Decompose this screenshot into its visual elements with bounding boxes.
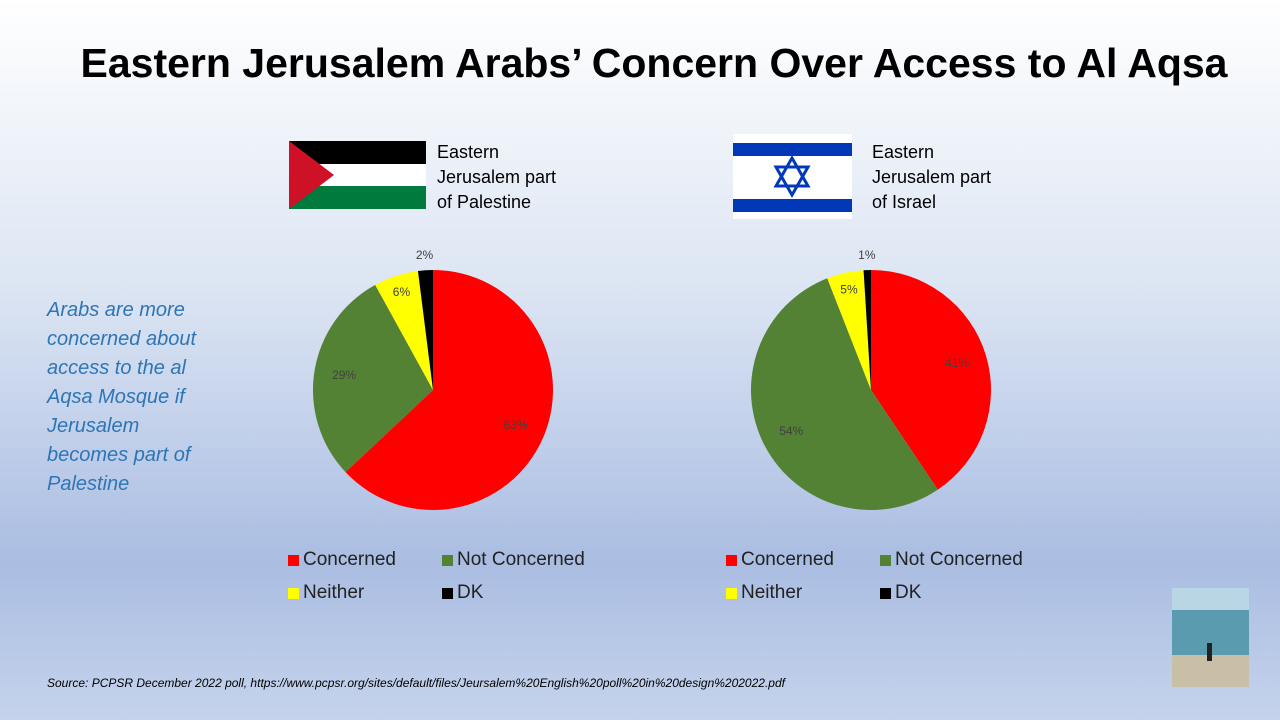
legend-swatch: [442, 588, 453, 599]
data-label: 6%: [393, 285, 411, 299]
legend-label: Neither: [741, 582, 803, 603]
legend-item: Concerned: [288, 549, 396, 571]
legend-swatch: [880, 588, 891, 599]
legend-label: Not Concerned: [457, 549, 585, 570]
legend-label: DK: [895, 582, 922, 603]
pie-slice: [871, 270, 992, 490]
israel-flag: [733, 134, 852, 219]
note-line: concerned about: [47, 328, 197, 350]
caption: Eastern Jerusalem part of Palestine: [437, 140, 556, 215]
data-label: 2%: [416, 248, 434, 262]
pie-slice: [345, 270, 553, 510]
caption: Eastern Jerusalem part of Israel: [872, 140, 991, 215]
caption-line: Jerusalem part: [872, 167, 992, 187]
legend-swatch: [288, 588, 299, 599]
pie-slice: [313, 284, 433, 473]
data-label: 29%: [332, 368, 356, 382]
legend-label: Not Concerned: [895, 549, 1023, 570]
caption-line: Eastern: [872, 142, 935, 162]
legend-swatch: [726, 588, 737, 599]
legend-swatch: [442, 555, 453, 566]
caption-line: of Israel: [872, 192, 937, 212]
source: Source: PCPSR December 2022 poll, https:…: [47, 676, 785, 690]
data-label: 54%: [779, 424, 803, 438]
slide-title: Eastern Jerusalem Arabs’ Concern Over Ac…: [80, 40, 1228, 86]
caption-line: Eastern: [437, 142, 500, 162]
caption-line: of Palestine: [437, 192, 532, 212]
legend-item: Neither: [288, 582, 364, 604]
pie-slice: [417, 270, 433, 390]
palestine-flag: [289, 141, 426, 209]
data-label: 1%: [858, 248, 876, 262]
pie-slice: [375, 270, 433, 390]
note: Arabs are more concerned about access to t…: [47, 296, 196, 499]
legend-item: DK: [880, 582, 921, 604]
legend-item: Concerned: [726, 549, 834, 571]
data-label: 41%: [945, 356, 969, 370]
note-line: becomes part of: [47, 444, 191, 466]
note-line: Jerusalem: [47, 415, 140, 437]
legend-label: Concerned: [741, 549, 834, 570]
legend-swatch: [288, 555, 299, 566]
legend-item: Neither: [726, 582, 802, 604]
note-line: Arabs are more: [47, 299, 185, 321]
legend-label: Concerned: [303, 549, 396, 570]
pie-slice: [751, 278, 938, 511]
photo: [1172, 588, 1249, 687]
legend-label: Neither: [303, 582, 365, 603]
note-line: Palestine: [47, 473, 130, 495]
legend-item: Not Concerned: [880, 549, 1023, 571]
caption-line: Jerusalem part: [437, 167, 557, 187]
legend-label: DK: [457, 582, 484, 603]
pie-slice: [827, 270, 871, 390]
legend-swatch: [880, 555, 891, 566]
legend-item: Not Concerned: [442, 549, 585, 571]
pie-slice: [863, 270, 871, 390]
legend-item: DK: [442, 582, 483, 604]
legend-swatch: [726, 555, 737, 566]
note-line: Aqsa Mosque if: [47, 386, 185, 408]
data-label: 5%: [840, 283, 858, 297]
note-line: access to the al: [47, 357, 186, 379]
data-label: 63%: [504, 418, 528, 432]
